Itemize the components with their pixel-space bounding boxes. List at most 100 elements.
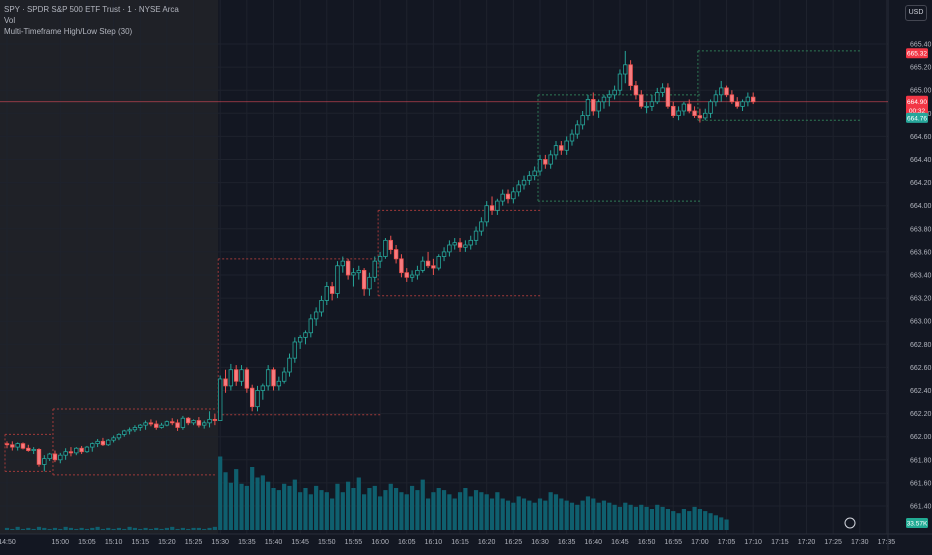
volume-bar	[681, 509, 687, 530]
x-tick-label: 15:15	[131, 539, 149, 546]
candle-body	[138, 424, 143, 428]
volume-indicator-label[interactable]: Vol	[4, 16, 16, 25]
volume-bar	[713, 515, 718, 530]
candle-body	[292, 341, 298, 359]
volume-bar	[159, 528, 164, 530]
x-tick-label: 17:00	[691, 539, 709, 546]
volume-bar	[505, 500, 511, 530]
volume-bar	[31, 528, 36, 530]
y-tick-label: 662.20	[910, 411, 932, 418]
candle-body	[559, 145, 564, 151]
x-tick-label: 16:25	[505, 539, 523, 546]
candle-body	[655, 92, 660, 103]
volume-bar	[575, 504, 580, 530]
x-tick-label: 17:35	[878, 539, 896, 546]
volume-bar	[84, 528, 90, 530]
candle-body	[4, 443, 10, 446]
x-tick-label: 16:55	[664, 539, 682, 546]
candle-body	[111, 437, 116, 441]
x-tick-label: 17:25	[824, 539, 842, 546]
candle-body	[580, 115, 585, 126]
x-tick-label: 15:35	[238, 539, 256, 546]
volume-bar	[116, 527, 122, 530]
volume-bar	[441, 490, 447, 530]
step-low-badge-text: 664.76	[907, 115, 927, 122]
x-tick-label: 17:05	[718, 539, 736, 546]
volume-bar	[250, 467, 255, 530]
candle-body	[202, 422, 207, 426]
volume-badge	[906, 518, 928, 528]
reload-icon[interactable]	[844, 517, 856, 529]
x-tick-label: 15:05	[78, 539, 96, 546]
volume-bar	[633, 506, 639, 530]
candle-body	[628, 64, 633, 86]
candle-body	[148, 422, 154, 425]
candle-body	[649, 101, 655, 107]
candle-body	[473, 230, 479, 241]
volume-bar	[521, 498, 527, 530]
x-tick-label: 16:05	[398, 539, 416, 546]
candle-body	[553, 145, 559, 156]
step-indicator-label[interactable]: Multi-Timeframe High/Low Step (30)	[4, 27, 133, 36]
volume-bar	[452, 498, 457, 530]
candle-body	[170, 421, 175, 424]
candle-body	[58, 454, 63, 461]
volume-bar	[495, 492, 500, 530]
y-tick-label: 665.40	[910, 42, 932, 49]
volume-bar	[154, 527, 159, 530]
volume-bar	[607, 502, 612, 530]
y-tick-label: 661.60	[910, 480, 932, 487]
volume-bar	[388, 483, 393, 530]
candle-body	[26, 447, 31, 451]
candle-body	[207, 418, 212, 424]
volume-bar	[362, 494, 367, 530]
volume-bar	[143, 527, 148, 530]
y-tick-label: 662.00	[910, 434, 932, 441]
volume-bar	[479, 492, 484, 530]
volume-bar	[170, 526, 175, 530]
candle-body	[404, 272, 409, 278]
volume-bar	[724, 519, 729, 530]
x-tick-label: 16:10	[425, 539, 443, 546]
volume-bar	[660, 506, 665, 530]
volume-bar	[649, 509, 655, 530]
volume-bar	[378, 496, 383, 530]
candle-body	[393, 249, 399, 260]
symbol-title[interactable]: SPY · SPDR S&P 500 ETF Trust · 1 · NYSE …	[4, 5, 179, 14]
volume-bar	[559, 498, 564, 530]
candle-body	[745, 96, 751, 103]
currency-button[interactable]: USD	[905, 5, 927, 21]
candle-body	[399, 258, 404, 274]
candle-body	[751, 96, 756, 103]
x-tick-label: 16:30	[531, 539, 549, 546]
volume-bar	[399, 492, 404, 530]
candle-body	[63, 451, 68, 456]
volume-bar	[665, 509, 671, 530]
volume-bar	[202, 528, 207, 530]
candle-body	[90, 443, 95, 448]
candle-body	[740, 101, 745, 107]
candle-body	[420, 260, 425, 271]
y-tick-label: 662.60	[910, 365, 932, 372]
volume-bar	[708, 513, 713, 530]
candle-body	[607, 94, 612, 98]
candle-body	[143, 422, 148, 426]
y-tick-label: 664.60	[910, 134, 932, 141]
candle-body	[79, 447, 84, 453]
volume-bar	[436, 488, 441, 530]
volume-bar	[489, 498, 495, 530]
candle-body	[692, 110, 697, 117]
candle-body	[260, 385, 266, 391]
candle-body	[356, 269, 361, 274]
volume-bar	[447, 494, 452, 530]
x-tick-label: 17:20	[798, 539, 816, 546]
volume-bar	[500, 498, 505, 530]
candle-body	[713, 94, 719, 103]
candle-body	[319, 300, 324, 313]
candle-body	[489, 205, 495, 211]
candle-body	[639, 94, 644, 107]
candle-body	[196, 420, 202, 426]
volume-bar	[511, 502, 516, 530]
